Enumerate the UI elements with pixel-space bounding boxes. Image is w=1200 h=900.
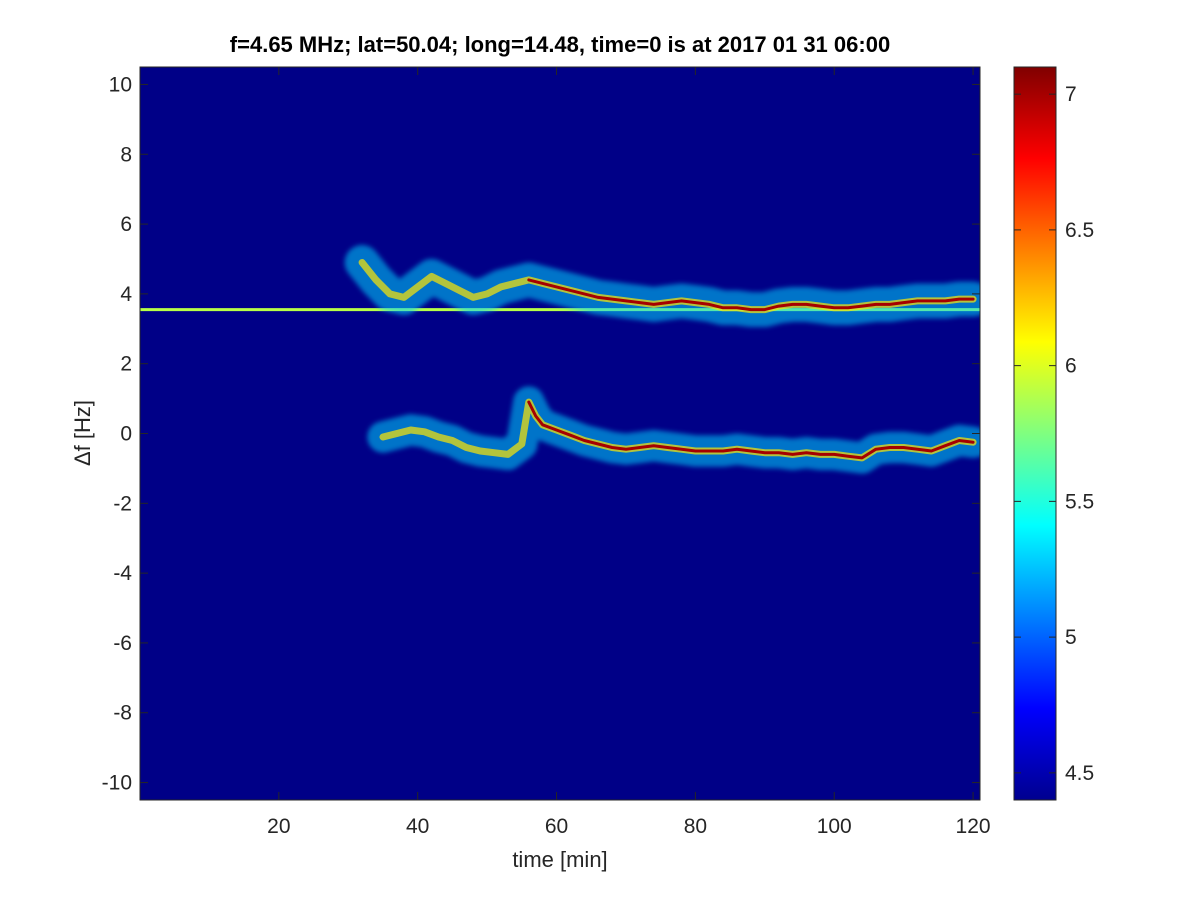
colorbar-frame (1013, 66, 1057, 801)
x-tick-label: 120 (956, 815, 991, 838)
y-tick-label: -10 (102, 772, 132, 795)
x-tick-label: 60 (545, 815, 568, 838)
trace-core-lower (527, 400, 975, 460)
y-tick-label: 8 (120, 143, 132, 166)
colorbar-tick-label: 5.5 (1065, 490, 1094, 513)
x-axis: 20 40 60 80 100 120 (267, 67, 991, 838)
y-tick-label: -4 (113, 562, 132, 585)
colorbar-ticks: 7 6.5 6 5.5 5 4.5 (1014, 83, 1094, 785)
x-tick-label: 80 (684, 815, 707, 838)
y-tick-label: 10 (109, 73, 132, 96)
y-tick-label: 0 (120, 423, 132, 446)
y-axis: 10 8 6 4 2 0 -2 -4 -6 -8 -10 (102, 73, 980, 795)
x-tick-label: 40 (406, 815, 429, 838)
colorbar-tick-label: 4.5 (1065, 762, 1094, 785)
y-tick-label: -2 (113, 492, 132, 515)
colorbar-gradient (1014, 67, 1056, 800)
x-tick-label: 20 (267, 815, 290, 838)
colorbar-tick-label: 6 (1065, 355, 1077, 378)
colorbar: 7 6.5 6 5.5 5 4.5 (1013, 66, 1094, 801)
y-tick-label: -6 (113, 632, 132, 655)
y-tick-label: 4 (120, 283, 132, 306)
y-tick-label: -8 (113, 702, 132, 725)
chart-title: f=4.65 MHz; lat=50.04; long=14.48, time=… (230, 32, 890, 57)
x-axis-label: time [min] (512, 847, 607, 872)
colorbar-tick-label: 6.5 (1065, 219, 1094, 242)
trace-core-upper (527, 278, 975, 312)
plot-area (139, 66, 981, 801)
y-tick-label: 6 (120, 213, 132, 236)
spectral-traces (140, 245, 980, 474)
x-tick-label: 100 (817, 815, 852, 838)
y-axis-label: Δf [Hz] (70, 400, 95, 466)
y-tick-label: 2 (120, 353, 132, 376)
colorbar-tick-label: 7 (1065, 83, 1077, 106)
colorbar-tick-label: 5 (1065, 626, 1077, 649)
